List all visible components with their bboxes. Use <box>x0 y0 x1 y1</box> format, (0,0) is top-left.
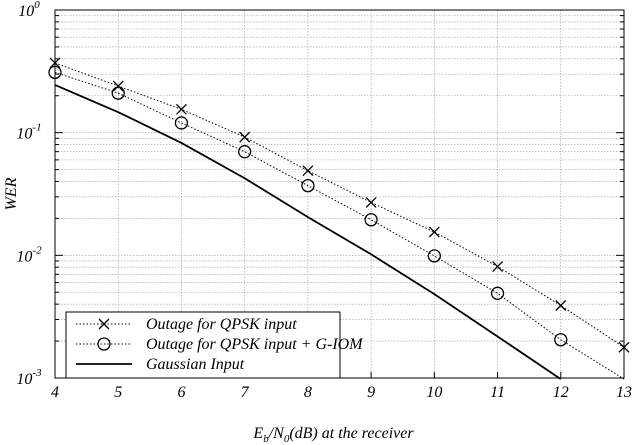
legend-item: Outage for QPSK input + G-IOM <box>76 336 364 353</box>
legend-label: Outage for QPSK input <box>146 316 297 333</box>
x-tick-label: 12 <box>553 384 569 401</box>
x-tick-label: 9 <box>367 384 375 401</box>
data-point-circle <box>364 213 378 227</box>
data-point-x <box>365 196 377 208</box>
data-point-circle <box>238 145 252 159</box>
x-tick-label: 11 <box>490 384 505 401</box>
y-ticks: 100 10-1 10-2 10-3 <box>16 0 624 388</box>
data-point-circle <box>174 116 189 130</box>
x-tick-label: 4 <box>51 384 59 401</box>
x-tick-label: 10 <box>426 384 442 401</box>
data-point-x <box>492 261 504 273</box>
data-point-circle <box>97 337 111 351</box>
legend-item: Outage for QPSK input <box>76 316 297 333</box>
y-tick-label: 10-2 <box>16 244 42 265</box>
legend: Outage for QPSK input Outage for QPSK inp… <box>65 311 364 379</box>
series-3 <box>54 84 562 380</box>
series-1 <box>49 57 630 353</box>
x-tick-label: 7 <box>241 384 250 401</box>
x-tick-label: 5 <box>114 384 122 401</box>
legend-box <box>65 311 341 379</box>
grid <box>55 10 624 378</box>
y-tick-label: 10-1 <box>16 122 41 143</box>
y-tick-label: 10-3 <box>16 367 42 388</box>
data-point-circle <box>427 249 441 263</box>
data-point-x <box>302 165 314 177</box>
data-point-circle <box>490 286 505 300</box>
series-line <box>54 84 562 380</box>
data-point-x <box>98 318 110 330</box>
data-point-x <box>112 80 124 92</box>
data-point-circle <box>554 333 568 347</box>
data-point-x <box>555 300 567 311</box>
legend-item: Gaussian Input <box>76 356 245 373</box>
data-point-circle <box>111 86 125 100</box>
y-tick-label: 100 <box>18 0 40 20</box>
y-axis-label: WER <box>3 177 20 210</box>
x-tick-label: 6 <box>177 384 185 401</box>
series-line <box>54 62 625 348</box>
data-point-x <box>428 226 440 238</box>
x-axis-label: Eb/N0(dB) at the receiver <box>252 425 414 445</box>
data-point-x <box>175 103 187 115</box>
data-point-circle <box>301 178 315 193</box>
x-tick-label: 13 <box>616 384 632 401</box>
x-ticks: 4 5 6 7 8 9 10 11 12 13 <box>51 372 632 401</box>
legend-label: Gaussian Input <box>146 356 245 373</box>
data-point-x <box>239 131 251 143</box>
legend-label: Outage for QPSK input + G-IOM <box>146 336 364 353</box>
x-tick-label: 8 <box>304 384 312 401</box>
